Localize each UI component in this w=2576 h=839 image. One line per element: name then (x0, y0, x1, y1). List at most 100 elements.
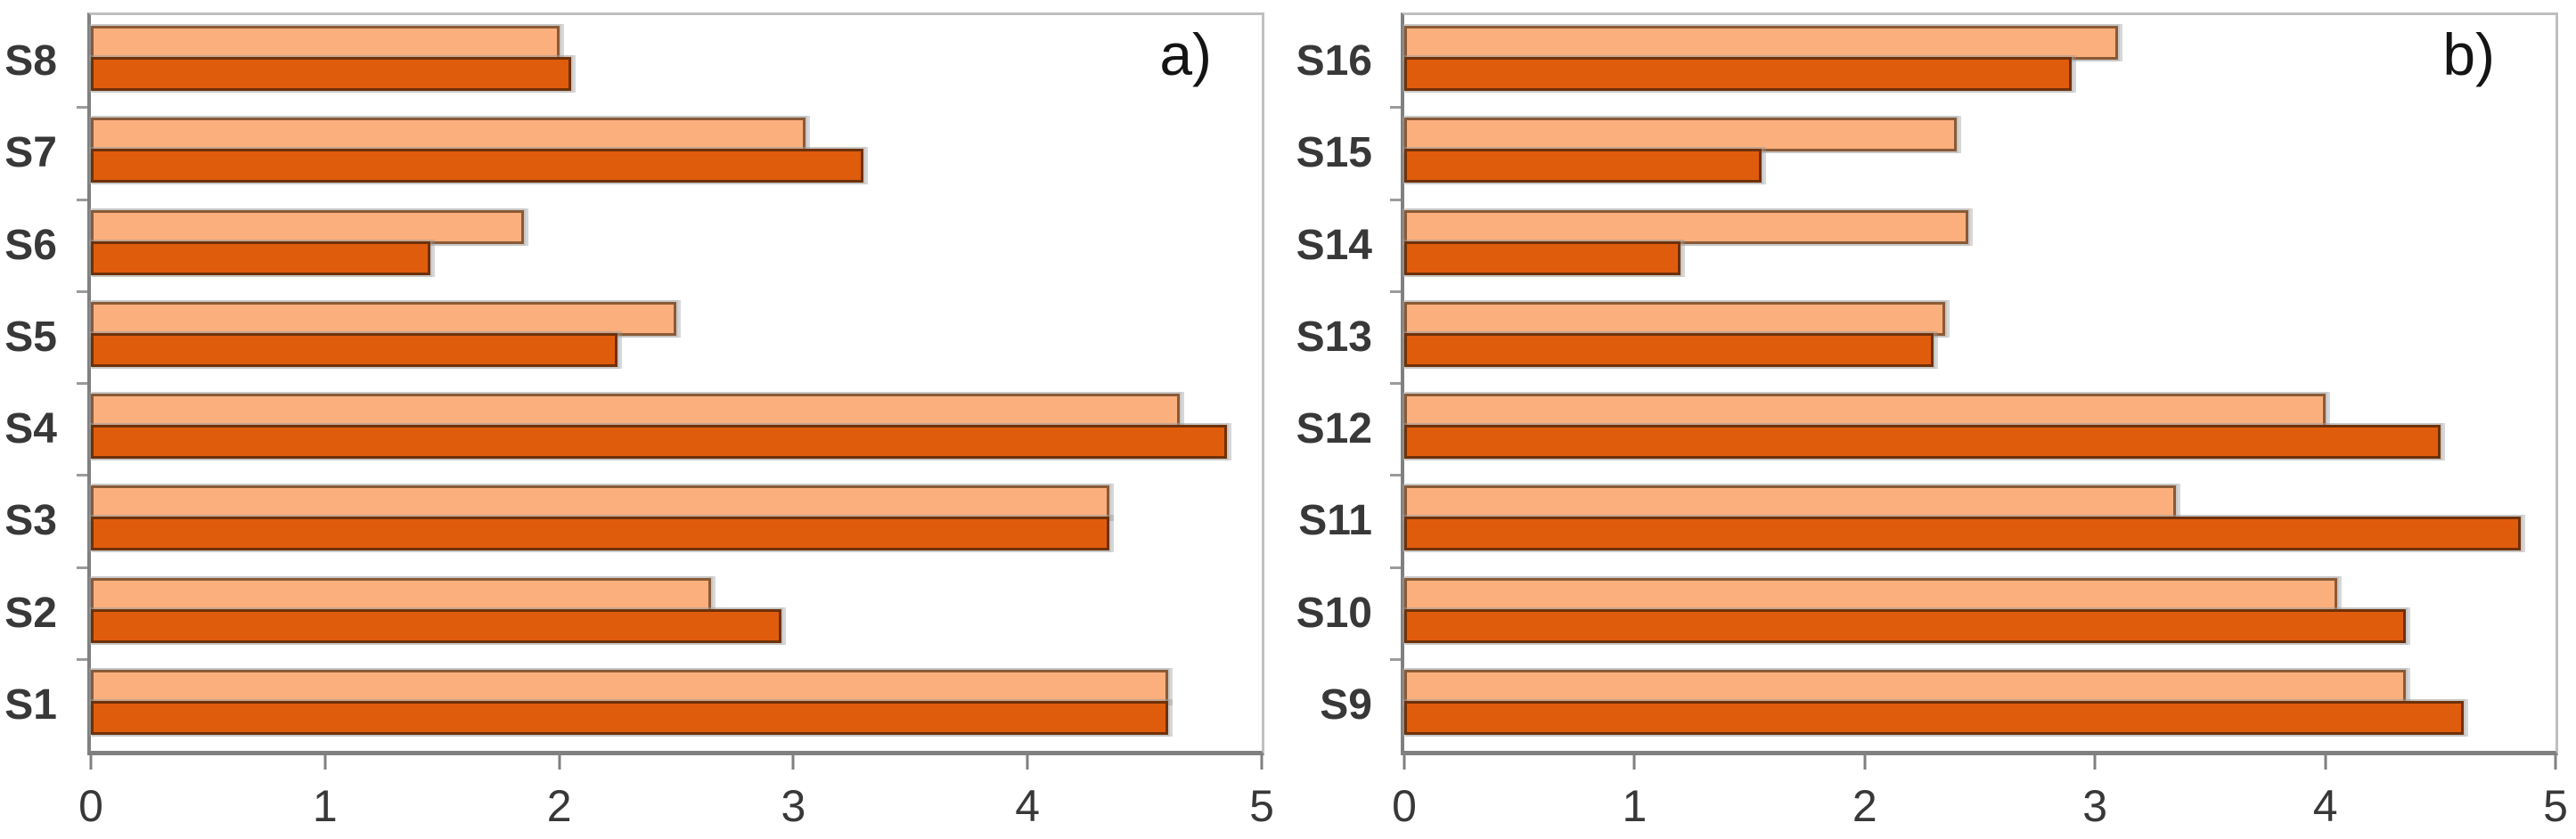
y-axis-label-s15: S15 (1296, 129, 1372, 177)
bar-s14-light-orange (1404, 209, 1969, 244)
y-axis-label-s13: S13 (1296, 313, 1372, 361)
bar-group-s15 (1404, 107, 2556, 199)
plot-area-b: b) (1390, 12, 2558, 755)
y-axis-tick (77, 657, 87, 661)
x-axis-tick-2 (558, 755, 561, 770)
x-axis-tick-label-3: 3 (781, 781, 806, 831)
y-axis-tick (1390, 382, 1401, 385)
bar-s10-dark-orange (1404, 608, 2407, 643)
y-axis-label-s16: S16 (1296, 37, 1372, 86)
y-axis-tick (77, 198, 87, 201)
x-axis-tick-1 (323, 755, 327, 770)
bar-group-s8 (91, 15, 1262, 107)
bar-group-s7 (91, 107, 1262, 199)
bar-s3-dark-orange (91, 517, 1110, 551)
bar-groups-b (1404, 15, 2556, 751)
x-axis-tick-label-5: 5 (2543, 781, 2568, 831)
y-axis-label-s8: S8 (4, 37, 57, 86)
plot-area-a: a) (77, 12, 1264, 755)
x-axis-tick-3 (2093, 755, 2097, 770)
y-axis-label-s10: S10 (1296, 589, 1372, 637)
x-axis-tick-4 (1026, 755, 1029, 770)
bar-s3-light-orange (91, 485, 1110, 520)
y-axis-label-s7: S7 (4, 129, 57, 177)
panel-letter-label-a: a) (1159, 21, 1212, 87)
bar-group-s6 (91, 200, 1262, 291)
y-axis-tick (1390, 566, 1401, 569)
x-axis-tick-label-5: 5 (1249, 781, 1274, 831)
y-axis-tick (77, 474, 87, 477)
y-axis-label-s9: S9 (1320, 680, 1372, 729)
y-axis-label-s2: S2 (4, 589, 57, 637)
y-axis-tick (77, 566, 87, 569)
x-axis-tick-4 (2324, 755, 2327, 770)
bar-group-s5 (91, 291, 1262, 383)
bar-group-s14 (1404, 200, 2556, 291)
bar-group-s3 (91, 475, 1262, 566)
bar-s16-light-orange (1404, 26, 2119, 60)
bar-s8-dark-orange (91, 57, 571, 91)
bar-group-s10 (1404, 567, 2556, 659)
x-axis-tick-0 (1402, 755, 1406, 770)
x-axis-tick-label-0: 0 (1392, 781, 1417, 831)
y-axis-label-s3: S3 (4, 497, 57, 545)
bar-s7-light-orange (91, 118, 806, 152)
bar-s11-dark-orange (1404, 517, 2522, 551)
bar-s15-light-orange (1404, 118, 1958, 152)
x-axis-tick-3 (791, 755, 795, 770)
x-axis-tick-0 (89, 755, 93, 770)
y-axis-labels-a: S8 S7 S6 S5 S4 S3 S2 S1 (0, 15, 73, 751)
bar-s7-dark-orange (91, 149, 864, 183)
bar-s14-dark-orange (1404, 240, 1681, 275)
bar-s9-dark-orange (1404, 700, 2464, 735)
bar-group-s11 (1404, 475, 2556, 566)
x-axis-b: 0 1 2 3 4 5 (1392, 755, 2568, 839)
bar-group-s16 (1404, 15, 2556, 107)
bar-s16-dark-orange (1404, 57, 2073, 91)
y-axis-label-s14: S14 (1296, 221, 1372, 269)
x-axis-tick-label-2: 2 (546, 781, 572, 831)
bar-s12-light-orange (1404, 394, 2326, 428)
y-axis-tick (1390, 198, 1401, 201)
x-axis-tick-1 (1632, 755, 1636, 770)
bar-s1-dark-orange (91, 700, 1168, 735)
x-axis-a: 0 1 2 3 4 5 (78, 755, 1274, 839)
y-axis-label-s4: S4 (4, 405, 57, 453)
bar-s5-dark-orange (91, 332, 618, 367)
bar-s6-dark-orange (91, 240, 431, 275)
bar-group-s9 (1404, 659, 2556, 751)
bar-s5-light-orange (91, 301, 676, 336)
bar-s4-dark-orange (91, 425, 1227, 459)
bar-s6-light-orange (91, 209, 525, 244)
y-axis-labels-b: S16 S15 S14 S13 S12 S11 S10 S9 (1265, 15, 1388, 751)
x-axis-tick-label-3: 3 (2082, 781, 2108, 831)
bar-group-s1 (91, 659, 1262, 751)
y-axis-tick (1390, 106, 1401, 110)
bar-group-s2 (91, 567, 1262, 659)
x-axis-tick-label-1: 1 (1622, 781, 1648, 831)
bar-s2-light-orange (91, 577, 712, 612)
x-axis-tick-label-4: 4 (1015, 781, 1041, 831)
y-axis-tick (77, 289, 87, 293)
x-axis-tick-5 (1260, 755, 1263, 770)
y-axis-tick (77, 106, 87, 110)
bar-s8-light-orange (91, 26, 560, 60)
bar-groups-a (91, 15, 1262, 751)
bar-group-s12 (1404, 383, 2556, 475)
x-axis-tick-label-2: 2 (1852, 781, 1877, 831)
y-axis-tick (1390, 657, 1401, 661)
y-axis-tick (1390, 289, 1401, 293)
bar-s11-light-orange (1404, 485, 2176, 520)
bar-s13-dark-orange (1404, 332, 1934, 367)
panel-letter-label-b: b) (2442, 21, 2495, 87)
bar-s1-light-orange (91, 669, 1168, 704)
y-axis-tick (1390, 474, 1401, 477)
bar-s4-light-orange (91, 394, 1181, 428)
x-axis-tick-label-0: 0 (78, 781, 103, 831)
y-axis-tick (77, 382, 87, 385)
y-axis-label-s6: S6 (4, 221, 57, 269)
y-axis-label-s12: S12 (1296, 405, 1372, 453)
bar-group-s4 (91, 383, 1262, 475)
bar-s15-dark-orange (1404, 149, 1762, 183)
